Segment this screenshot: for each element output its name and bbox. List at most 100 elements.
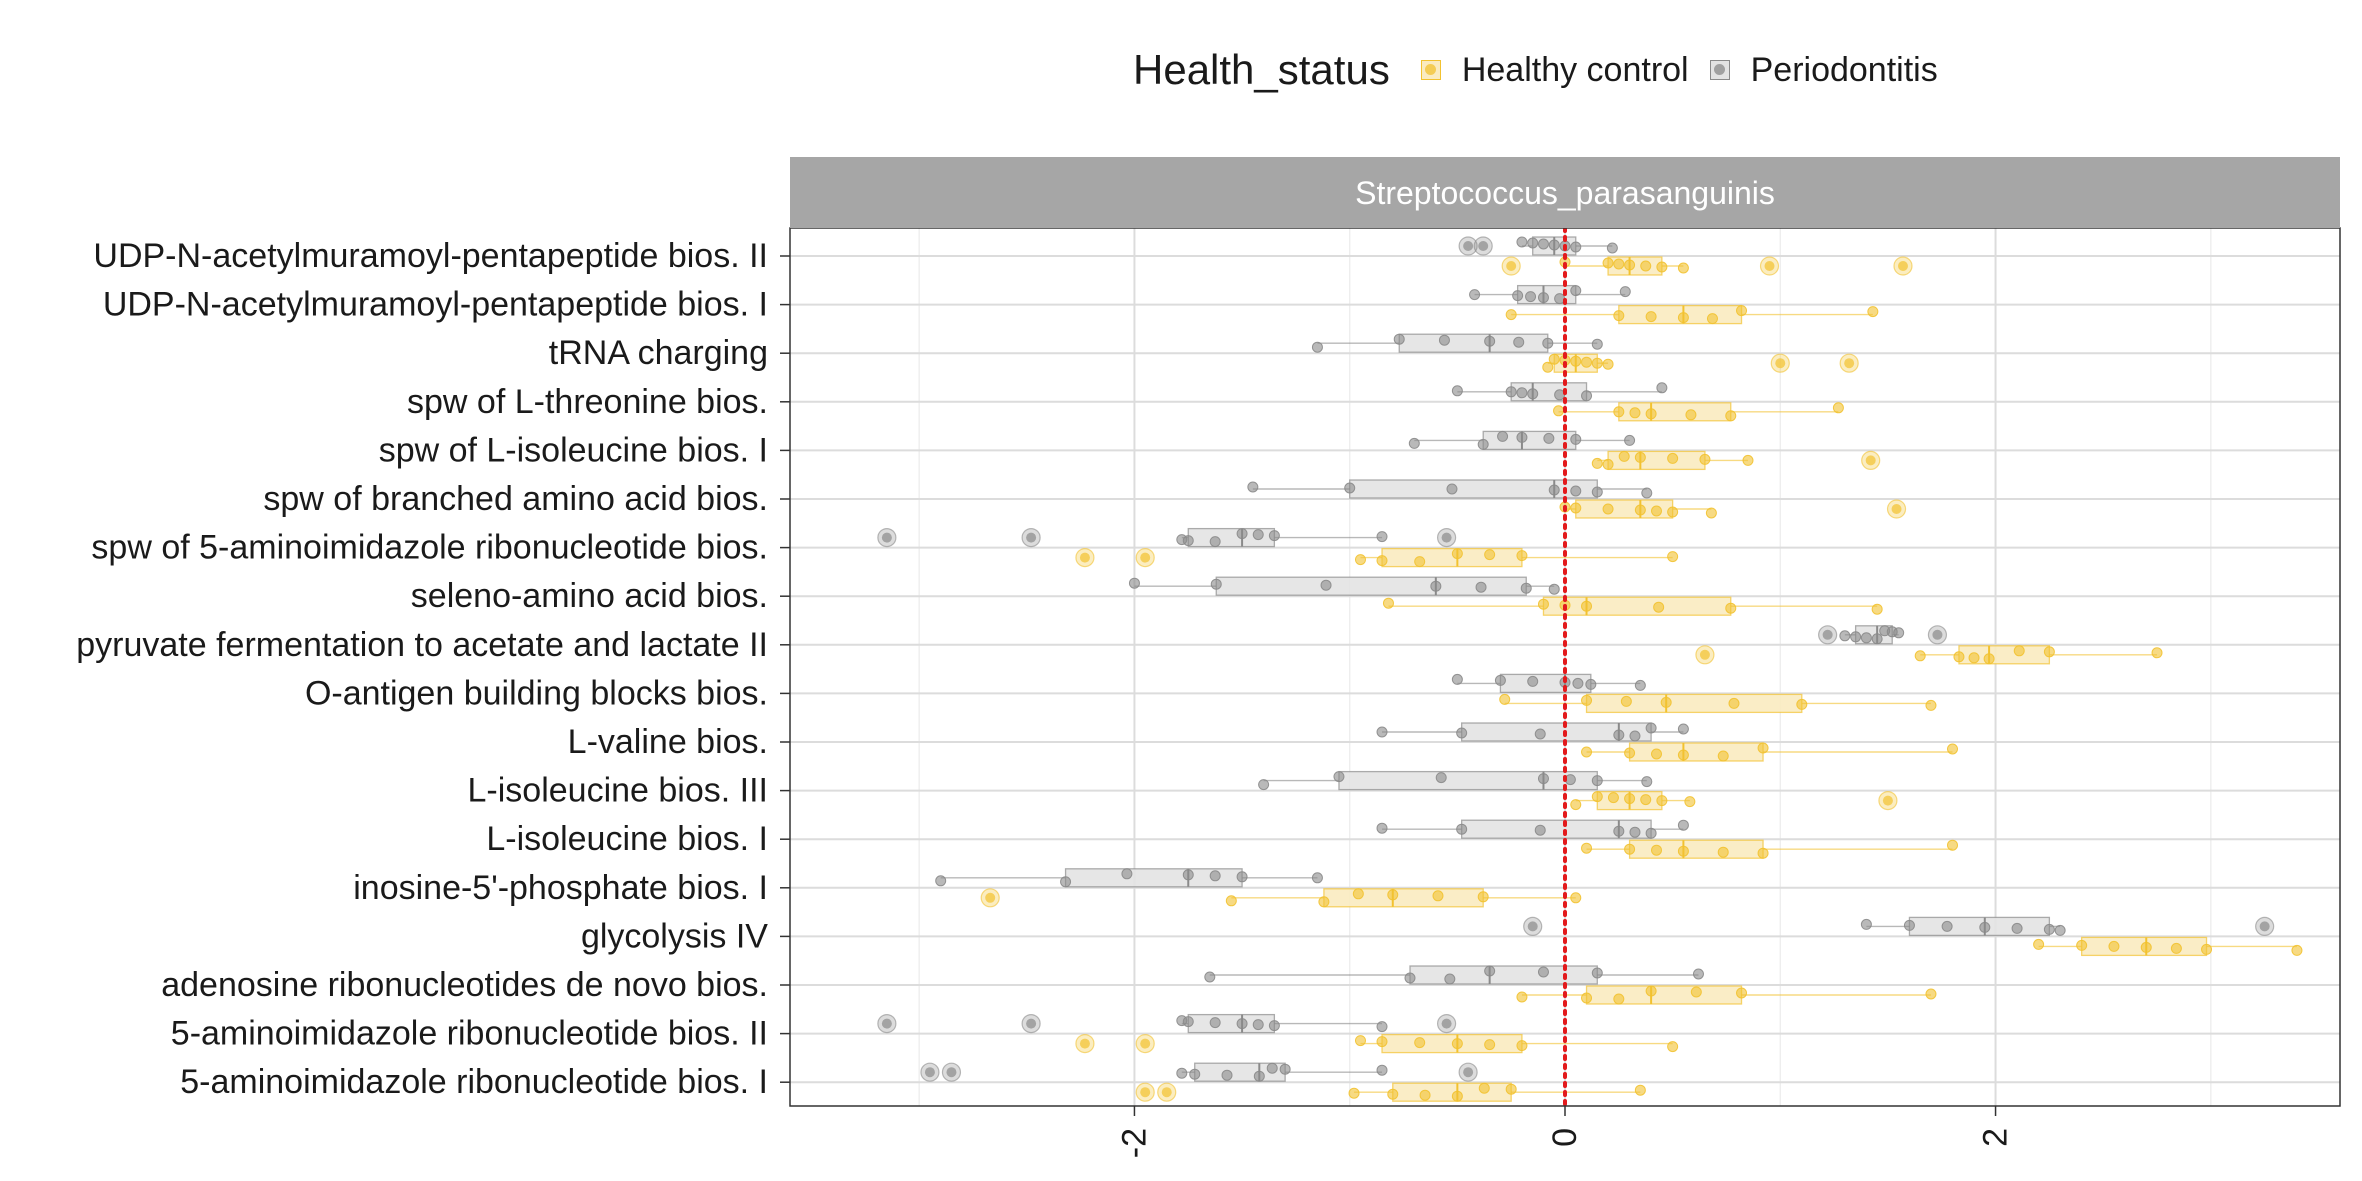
healthy-control-point (1947, 839, 1958, 851)
periodontitis-point (1182, 869, 1194, 881)
periodontitis-point (1128, 577, 1140, 589)
healthy-control-point (1914, 650, 1926, 662)
healthy-control-point (1613, 258, 1625, 270)
y-tick-label: 5-aminoimidazole ribonucleotide bios. I (180, 1063, 768, 1101)
legend-item-healthy-control: Healthy control (1414, 51, 1689, 90)
legend-label-periodontitis: Periodontitis (1750, 50, 1938, 89)
periodontitis-point (1534, 824, 1546, 836)
facet-strip (790, 157, 2340, 228)
healthy-control-point (1650, 844, 1662, 856)
healthy-control-point (2140, 941, 2152, 953)
healthy-control-point (1537, 598, 1549, 610)
periodontitis-outlier-point (1441, 532, 1452, 543)
healthy-control-outlier-point (1865, 455, 1876, 466)
healthy-control-point (1685, 409, 1697, 421)
periodontitis-point (1311, 341, 1323, 353)
periodontitis-box (1349, 479, 1598, 499)
healthy-control-point (1376, 555, 1388, 567)
healthy-control-point (1505, 1083, 1517, 1095)
healthy-control-point (1602, 257, 1614, 269)
y-tick-label: O-antigen building blocks bios. (305, 674, 768, 712)
periodontitis-outlier-point (1478, 241, 1489, 251)
periodontitis-outlier-point (881, 1018, 892, 1029)
periodontitis-point (1344, 482, 1356, 494)
healthy-control-point (1953, 651, 1965, 663)
periodontitis-point (1268, 530, 1280, 542)
periodontitis-outlier-point (1026, 1018, 1037, 1029)
healthy-control-point (1570, 799, 1582, 811)
periodontitis-point (1279, 1063, 1291, 1075)
periodontitis-point (1591, 967, 1603, 979)
periodontitis-point (1641, 776, 1653, 788)
healthy-control-point (1699, 453, 1711, 465)
healthy-control-outlier-point (985, 892, 996, 903)
periodontitis-point (1494, 674, 1506, 686)
healthy-control-outlier-point (1764, 261, 1775, 271)
periodontitis-point (935, 875, 947, 887)
healthy-control-point (1742, 454, 1754, 466)
healthy-control-point (1581, 694, 1593, 706)
healthy-control-point (1871, 603, 1883, 615)
healthy-control-point (1728, 697, 1740, 709)
healthy-control-box (1628, 839, 1764, 859)
periodontitis-point (1221, 1069, 1233, 1081)
healthy-control-point (1225, 895, 1237, 907)
periodontitis-point (1333, 771, 1345, 783)
healthy-control-box (1381, 547, 1523, 568)
periodontitis-point (1189, 1068, 1201, 1080)
healthy-control-box (1585, 693, 1803, 714)
healthy-control-outlier-point (1775, 358, 1786, 369)
periodontitis-point (1692, 968, 1704, 980)
healthy-control-point (1677, 845, 1689, 857)
periodontitis-point (1979, 921, 1991, 933)
healthy-control-point (1591, 357, 1603, 369)
healthy-control-point (1581, 746, 1593, 758)
periodontitis-outlier-point (1026, 532, 1037, 543)
healthy-control-point (1705, 507, 1717, 519)
legend-label-healthy-control: Healthy control (1461, 50, 1689, 89)
periodontitis-point (1121, 868, 1133, 880)
healthy-control-point (1553, 405, 1565, 417)
periodontitis-point (1527, 388, 1539, 400)
periodontitis-point (1209, 1017, 1221, 1029)
healthy-control-point (2033, 938, 2045, 950)
healthy-control-outlier-point (1140, 1087, 1151, 1098)
periodontitis-point (1204, 971, 1216, 983)
legend-key-healthy-control (1414, 53, 1448, 87)
periodontitis-point (1258, 779, 1270, 791)
periodontitis-point (1591, 338, 1603, 350)
healthy-control-point (2076, 939, 2088, 951)
healthy-control-point (1757, 742, 1769, 754)
y-tick-label: L-isoleucine bios. III (468, 772, 769, 810)
healthy-control-point (1516, 991, 1528, 1003)
healthy-control-point (1581, 600, 1593, 612)
periodontitis-point (1376, 531, 1388, 543)
healthy-control-point (2108, 940, 2120, 952)
healthy-control-point (1570, 355, 1582, 367)
periodontitis-point (1606, 242, 1618, 254)
healthy-control-point (1640, 794, 1652, 806)
healthy-control-point (2013, 645, 2025, 657)
healthy-control-point (1382, 597, 1394, 609)
healthy-control-point (1620, 695, 1632, 707)
periodontitis-point (1210, 578, 1222, 590)
healthy-control-point (1478, 1082, 1490, 1094)
healthy-control-outlier-point (1699, 649, 1710, 660)
periodontitis-point (1268, 1020, 1280, 1032)
healthy-control-point (1725, 410, 1737, 422)
y-tick-label: adenosine ribonucleotides de novo bios. (161, 966, 768, 1004)
periodontitis-point (1548, 583, 1560, 595)
legend-title: Health_status (1133, 46, 1390, 93)
healthy-control-point (1414, 1037, 1426, 1049)
periodontitis-point (1512, 290, 1524, 302)
healthy-control-point (1624, 843, 1636, 855)
periodontitis-point (1629, 826, 1641, 838)
periodontitis-point (1537, 773, 1549, 785)
periodontitis-point (1376, 1064, 1388, 1076)
healthy-control-point (2151, 647, 2163, 659)
healthy-control-point (1867, 306, 1879, 318)
healthy-control-point (1656, 795, 1668, 807)
periodontitis-outlier-point (1441, 1018, 1452, 1029)
periodontitis-point (1320, 579, 1332, 591)
periodontitis-point (1253, 1070, 1265, 1082)
